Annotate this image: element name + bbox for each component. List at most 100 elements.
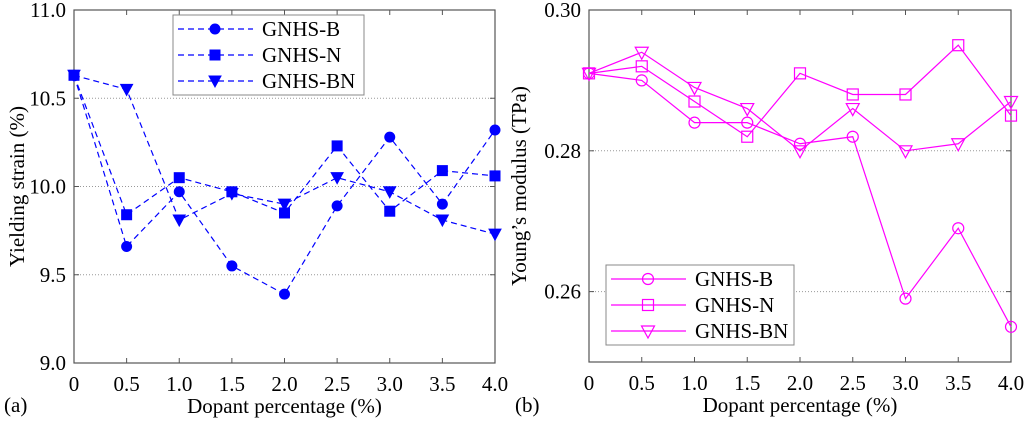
y-axis-label: Yielding strain (%) [5,106,29,267]
data-point [384,205,396,217]
data-point [952,39,965,52]
x-tick-label: 1.0 [681,371,707,395]
x-tick-label: 2.5 [840,371,866,395]
data-point [435,214,450,228]
y-tick-label: 0.28 [544,139,581,163]
x-tick-label: 3.0 [892,371,918,395]
x-tick-label: 4.0 [482,372,508,396]
legend-label: GNHS-N [262,43,341,67]
data-point [1004,320,1018,333]
data-point [739,102,755,117]
data-point [121,241,133,253]
legend-label: GNHS-B [695,267,773,291]
data-point [952,222,965,235]
x-tick-label: 1.5 [219,372,245,396]
data-point [741,116,754,129]
data-point [846,88,859,101]
x-tick-label: 2.5 [324,372,350,396]
x-tick-label: 3.5 [429,372,455,396]
series-gnhs-b [68,69,501,300]
data-point [488,228,502,242]
legend-marker [209,23,221,35]
x-tick-label: 0 [69,372,80,396]
data-point [688,95,701,108]
x-axis-label: Dopant percentage (%) [187,394,382,418]
data-point [67,69,81,83]
chart-panel-b: 0 0.5 1.0 1.5 2.0 2.5 3.0 3.5 4.0 0.26 0.28 0.30 Dop… [507,0,1024,417]
data-point [899,88,912,101]
legend-marker [208,75,222,89]
data-point [173,186,185,198]
data-point [1004,109,1018,122]
y-tick-label: 10.0 [29,175,66,199]
series-gnhs-bn [67,69,502,242]
data-point [897,145,914,160]
y-tick-label: 0.26 [544,280,581,304]
data-point [635,60,648,73]
data-point [331,140,343,152]
data-point [436,198,448,210]
legend-label: GNHS-BN [695,319,788,343]
x-tick-label: 0.5 [114,372,140,396]
data-point [279,288,290,300]
data-point [384,131,396,143]
data-point [793,137,807,150]
data-point [173,172,185,184]
data-point [121,209,133,221]
legend-label: GNHS-B [262,17,340,41]
data-point [688,116,701,129]
x-tick-label: 3.0 [377,372,403,396]
x-tick-label: 1.0 [166,372,192,396]
data-point [634,46,650,61]
data-point [741,130,754,143]
data-point [635,74,648,87]
data-point [581,67,597,82]
data-point [950,138,966,153]
chart-panel-a: 0 0.5 1.0 1.5 2.0 2.5 3.0 3.5 4.0 9.0 9.5 10.0 10.5 1… [4,0,508,418]
y-tick-label: 0.30 [544,0,581,22]
x-tick-label: 3.5 [945,371,971,395]
data-point [330,172,344,185]
y-tick-label: 9.0 [40,351,66,375]
data-point [331,200,343,212]
series-line [73,74,496,235]
legend-marker [641,272,655,286]
data-point [225,188,239,201]
data-point [686,81,703,96]
series-gnhs-n [582,39,1018,143]
x-tick-label: 4.0 [998,371,1024,395]
data-point [436,165,448,177]
y-tick-label: 11.0 [30,0,66,22]
y-tick-label: 10.5 [29,86,66,110]
legend-label: GNHS-BN [262,69,355,93]
y-axis-label: Young’s modulus (TPa) [507,86,531,286]
series-gnhs-bn [581,46,1019,160]
legend-box [172,14,365,96]
series-line [588,51,1012,152]
data-point [119,83,134,97]
data-point [792,145,808,160]
x-tick-label: 0.5 [629,371,655,395]
series-line [73,75,496,216]
data-point [1003,95,1019,110]
data-point [793,67,807,80]
series-line [588,44,1012,138]
x-tick-label: 2.0 [787,371,813,395]
data-point [277,198,292,212]
data-point [845,102,861,117]
data-point [899,292,912,305]
x-tick-label: 2.0 [271,372,297,396]
legend-label: GNHS-N [695,293,774,317]
data-point [226,260,238,272]
panel-label: (b) [515,393,540,417]
legend-marker [641,298,655,312]
data-point [846,130,859,143]
data-point [489,124,501,136]
series-line [588,72,1012,328]
series-line [73,75,496,295]
x-axis-label: Dopant percentage (%) [703,393,898,417]
panel-label: (a) [4,393,27,417]
